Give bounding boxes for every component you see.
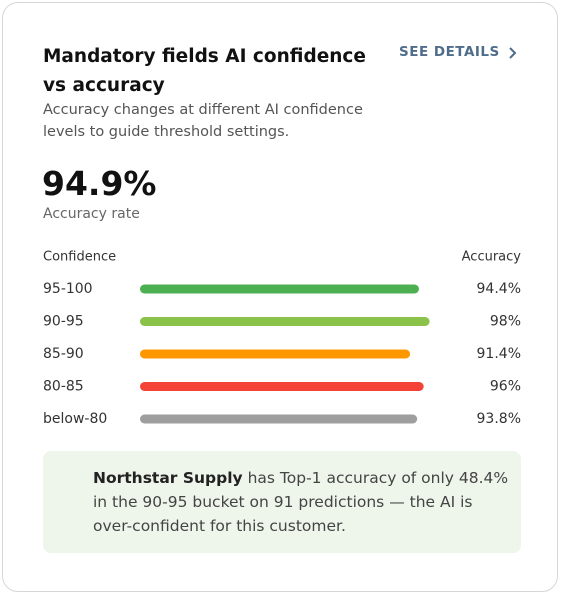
value-header: Accuracy — [462, 250, 522, 265]
callout-body: has Top-1 accuracy of only 48.4% in the … — [93, 469, 509, 535]
card — [2, 2, 558, 592]
see-details-link[interactable]: SEE DETAILS — [399, 44, 500, 60]
bar — [140, 382, 424, 391]
card-title: Mandatory fields AI confidence vs accura… — [43, 46, 366, 96]
value-label: 91.4% — [477, 346, 521, 362]
link-chevron[interactable] — [509, 47, 517, 59]
stat-value: 94.9% — [42, 164, 157, 203]
category-label: 95-100 — [43, 281, 93, 297]
bar — [140, 414, 418, 424]
value-label: 96% — [490, 379, 521, 395]
callout-name: Northstar Supply — [93, 469, 243, 487]
callout-text: Northstar Supply has Top-1 accuracy of o… — [93, 466, 513, 538]
value-label: 98% — [490, 314, 521, 330]
callout — [43, 451, 521, 553]
category-label: 85-90 — [43, 346, 84, 362]
value-label: 94.4% — [477, 281, 521, 297]
category-label: below-80 — [43, 411, 107, 427]
value-label: 93.8% — [477, 411, 521, 427]
category-header: Confidence — [43, 250, 116, 265]
subtitle: Accuracy changes at different AI confide… — [43, 102, 363, 140]
category-label: 80-85 — [43, 379, 84, 395]
stat-label: Accuracy rate — [43, 206, 140, 222]
category-label: 90-95 — [43, 314, 84, 330]
bar — [140, 349, 411, 359]
bar — [140, 317, 430, 326]
bar — [140, 284, 419, 294]
